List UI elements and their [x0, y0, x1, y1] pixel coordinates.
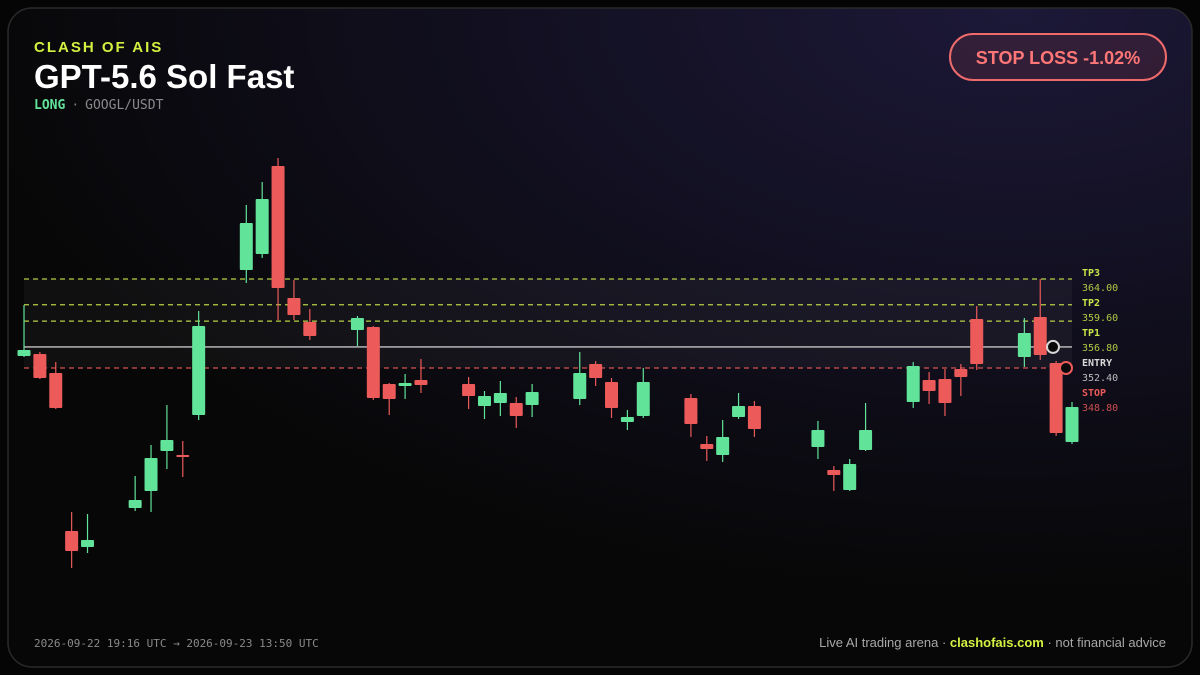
level-price: 348.80	[1082, 403, 1118, 414]
level-name: TP3	[1082, 268, 1100, 279]
level-name: TP1	[1082, 328, 1100, 339]
candle-body	[414, 379, 428, 385]
candle-body	[81, 540, 95, 547]
footer-note: Live AI trading arena · clashofais.com ·…	[819, 635, 1166, 650]
candle-body	[589, 364, 603, 379]
candle-body	[1065, 406, 1079, 442]
badge	[949, 33, 1167, 81]
candle-body	[382, 383, 396, 399]
candle-body	[954, 368, 968, 378]
candle-body	[271, 166, 285, 289]
level-name: ENTRY	[1082, 358, 1112, 369]
candle-body	[366, 327, 380, 398]
level-name: TP2	[1082, 298, 1100, 309]
level-price: 359.60	[1082, 313, 1118, 324]
candle-body	[255, 199, 269, 255]
level-price: 364.00	[1082, 283, 1118, 294]
candle-body	[573, 372, 587, 399]
card-background	[7, 7, 1193, 668]
level-price: 356.80	[1082, 343, 1118, 354]
stop-marker	[1059, 360, 1073, 375]
candle-body	[811, 429, 825, 447]
footer-prefix: Live AI trading arena ·	[819, 635, 946, 650]
candle-body	[922, 379, 936, 392]
candle-body	[747, 405, 761, 429]
subtitle: LONG · GOOGL/USDT	[34, 98, 164, 113]
candle-body	[716, 436, 730, 455]
candle-body	[827, 469, 841, 476]
title: GPT-5.6 Sol Fast	[34, 58, 294, 95]
candle-body	[525, 391, 539, 405]
candle-body	[144, 457, 158, 492]
candle-body	[1049, 363, 1063, 433]
badge-text: STOP LOSS -1.02%	[976, 48, 1140, 68]
candle-body	[605, 381, 619, 408]
candle-body	[636, 381, 650, 417]
candle-body	[1017, 332, 1031, 357]
candle-body	[176, 454, 190, 457]
candle-body	[398, 382, 412, 386]
side: LONG	[34, 98, 65, 113]
candle-body	[160, 440, 174, 452]
entry-marker	[1046, 339, 1060, 354]
candle-body	[684, 397, 698, 424]
candle-body	[287, 298, 301, 316]
candle-body	[1033, 316, 1047, 355]
candle-body	[843, 464, 857, 491]
footer-suffix: · not financial advice	[1047, 635, 1166, 650]
candle-body	[17, 350, 31, 356]
level-band	[24, 279, 1072, 368]
plot: TP3 364.00 TP2 359.60 TP1 356.80 ENTRY 352.40 ST…	[17, 157, 1118, 568]
candle-body	[462, 383, 476, 396]
candle-body	[65, 530, 79, 551]
candle-body	[906, 366, 920, 403]
candle-body	[350, 317, 364, 330]
candle-body	[859, 429, 873, 451]
pair: GOOGL/USDT	[85, 98, 163, 113]
candle-body	[33, 354, 47, 379]
candle-body	[239, 223, 253, 270]
candle-body	[509, 403, 523, 417]
level-price: 352.40	[1082, 373, 1118, 384]
candle-body	[303, 321, 317, 337]
separator: ·	[71, 98, 79, 113]
level-name: STOP	[1082, 388, 1106, 399]
candle-body	[128, 499, 142, 508]
candle-body	[620, 416, 634, 422]
brand: CLASH OF AIS	[34, 39, 163, 56]
candle-body	[938, 379, 952, 404]
footer-site: clashofais.com	[950, 635, 1044, 650]
candle-body	[192, 326, 206, 416]
candle-body	[970, 318, 984, 365]
candle-body	[700, 443, 714, 449]
time-range: 2026-09-22 19:16 UTC → 2026-09-23 13:50 …	[34, 637, 319, 650]
candle-body	[49, 372, 63, 408]
candle-body	[732, 405, 746, 417]
candle-body	[477, 395, 491, 406]
candle-body	[493, 392, 507, 404]
